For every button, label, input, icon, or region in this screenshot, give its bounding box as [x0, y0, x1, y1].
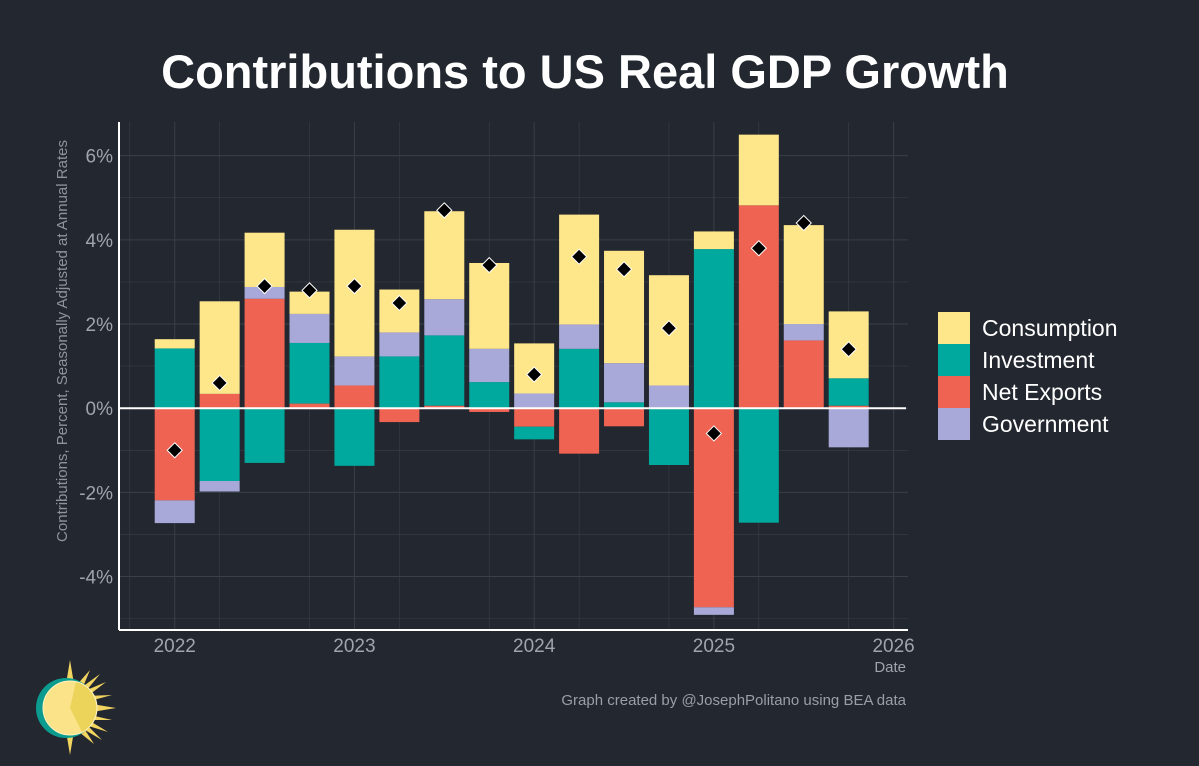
gdp-marker — [436, 202, 453, 219]
bar-segment-investment — [244, 408, 285, 463]
bar-segment-government — [379, 332, 420, 357]
legend-swatch — [938, 408, 970, 440]
gdp-marker — [840, 341, 857, 358]
x-tick-label: 2023 — [333, 636, 375, 657]
legend-label: Government — [982, 410, 1109, 437]
y-tick-label: -2% — [79, 483, 113, 504]
bar-segment-government — [424, 299, 465, 336]
bar-segment-government — [604, 363, 645, 403]
gdp-marker — [615, 261, 633, 278]
bar-segment-consumption — [154, 339, 195, 349]
y-tick-label: 2% — [86, 315, 114, 336]
sun-logo-icon — [36, 660, 116, 755]
x-tick-label: 2024 — [513, 636, 556, 657]
bar-segment-government — [648, 385, 689, 409]
y-tick-label: -4% — [79, 568, 113, 589]
bar-segment-consumption — [244, 232, 285, 287]
gdp-marker — [256, 277, 273, 295]
x-tick-label: 2025 — [693, 636, 735, 657]
bar-segment-net-exports — [783, 340, 824, 409]
y-tick-label: 0% — [86, 399, 114, 420]
gdp-marker — [481, 256, 498, 274]
bar-segment-investment — [424, 335, 465, 406]
bar-segment-net-exports — [469, 408, 510, 412]
bar-segment-net-exports — [244, 298, 285, 409]
bar-segment-government — [514, 393, 555, 409]
bar-segment-consumption — [289, 291, 330, 314]
gdp-marker — [525, 366, 543, 383]
bar-segment-consumption — [559, 214, 600, 325]
bar-segment-net-exports — [199, 393, 240, 409]
legend-item-net-exports: Net Exports — [938, 376, 1118, 408]
bar-segment-investment — [199, 408, 240, 482]
legend-label: Consumption — [982, 314, 1118, 341]
bar-segment-government — [693, 607, 734, 615]
bar-segment-net-exports — [828, 405, 869, 409]
gdp-marker — [705, 425, 723, 442]
bar-segment-investment — [334, 408, 375, 466]
bar-segment-government — [154, 500, 195, 524]
bar-segment-consumption — [693, 231, 734, 250]
legend-item-investment: Investment — [938, 344, 1118, 376]
bar-segment-consumption — [738, 134, 779, 206]
bar-segment-consumption — [783, 225, 824, 325]
y-axis-title: Contributions, Percent, Seasonally Adjus… — [54, 140, 71, 542]
gdp-marker — [750, 240, 768, 257]
x-axis-title: Date — [874, 659, 906, 676]
bar-segment-consumption — [424, 211, 465, 300]
bar-segment-net-exports — [334, 385, 375, 409]
legend-item-government: Government — [938, 408, 1118, 440]
bar-segment-investment — [379, 356, 420, 409]
legend-label: Net Exports — [982, 378, 1103, 405]
legend: Consumption Investment Net Exports Gover… — [938, 312, 1118, 440]
bar-segment-government — [559, 324, 600, 349]
bar-segment-net-exports — [424, 405, 465, 409]
y-tick-label: 4% — [86, 231, 114, 252]
bar-segment-government — [199, 481, 240, 492]
gdp-marker — [346, 277, 363, 295]
bar-segment-consumption — [469, 262, 510, 349]
bar-segment-investment — [154, 348, 195, 409]
bar-segment-investment — [514, 426, 555, 440]
legend-swatch — [938, 376, 970, 408]
bar-segment-government — [289, 313, 330, 343]
bar-segment-government — [828, 408, 869, 448]
bar-segment-investment — [648, 408, 689, 466]
gdp-marker — [166, 442, 183, 459]
gdp-marker — [795, 214, 812, 232]
bar-segment-investment — [693, 249, 734, 409]
bar-segment-investment — [604, 402, 645, 409]
legend-label: Investment — [982, 346, 1095, 373]
bar-segment-government — [783, 324, 824, 341]
legend-item-consumption: Consumption — [938, 312, 1118, 344]
x-tick-label: 2022 — [154, 636, 196, 657]
bar-segment-net-exports — [738, 205, 779, 409]
gdp-marker — [301, 282, 318, 299]
bar-segment-government — [469, 348, 510, 383]
chart-title: Contributions to US Real GDP Growth — [161, 45, 1009, 98]
bar-segment-investment — [828, 378, 869, 406]
bar-segment-net-exports — [379, 408, 420, 423]
bar-segment-government — [334, 356, 375, 386]
bar-segment-net-exports — [559, 408, 600, 454]
bar-segment-investment — [469, 382, 510, 409]
gdp-marker — [660, 320, 678, 337]
x-tick-label: 2026 — [872, 636, 914, 657]
legend-swatch — [938, 344, 970, 376]
bar-segment-investment — [738, 408, 779, 523]
y-tick-label: 6% — [86, 147, 114, 168]
bar-segment-net-exports — [604, 408, 645, 427]
legend-swatch — [938, 312, 970, 344]
bar-segment-net-exports — [289, 403, 330, 409]
credit-text: Graph created by @JosephPolitano using B… — [561, 692, 906, 709]
bar-segment-investment — [289, 342, 330, 404]
bar-segment-investment — [559, 348, 600, 409]
gdp-marker — [211, 374, 228, 392]
bar-segment-net-exports — [514, 408, 555, 427]
gdp-marker — [570, 248, 588, 265]
gdp-marker — [391, 294, 408, 312]
